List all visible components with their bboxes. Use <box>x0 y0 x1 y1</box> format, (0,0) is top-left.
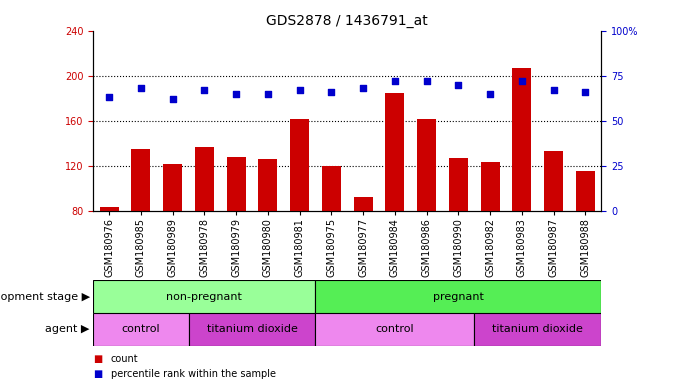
Point <box>421 78 432 84</box>
Bar <box>100 207 119 211</box>
Text: non-pregnant: non-pregnant <box>167 291 243 302</box>
Bar <box>227 157 245 211</box>
Point <box>263 91 274 97</box>
Bar <box>480 162 500 211</box>
Bar <box>576 170 595 211</box>
Point <box>231 91 242 97</box>
Point <box>167 96 178 103</box>
Point <box>580 89 591 95</box>
Bar <box>195 147 214 211</box>
Point <box>453 82 464 88</box>
Text: percentile rank within the sample: percentile rank within the sample <box>111 369 276 379</box>
Bar <box>316 280 601 313</box>
Point <box>548 87 559 93</box>
Point <box>104 94 115 101</box>
Bar <box>290 119 309 211</box>
Bar <box>544 151 563 211</box>
Bar <box>163 164 182 211</box>
Text: agent ▶: agent ▶ <box>46 324 90 334</box>
Point <box>516 78 527 84</box>
Bar <box>354 197 372 211</box>
Bar <box>448 158 468 211</box>
Point <box>357 85 368 91</box>
Bar <box>189 313 316 346</box>
Bar <box>417 119 436 211</box>
Point <box>135 85 146 91</box>
Text: pregnant: pregnant <box>433 291 484 302</box>
Bar <box>474 313 601 346</box>
Bar <box>131 149 151 211</box>
Text: titanium dioxide: titanium dioxide <box>207 324 297 334</box>
Text: control: control <box>122 324 160 334</box>
Title: GDS2878 / 1436791_at: GDS2878 / 1436791_at <box>266 14 428 28</box>
Point <box>326 89 337 95</box>
Bar <box>258 159 277 211</box>
Text: control: control <box>375 324 414 334</box>
Text: count: count <box>111 354 138 364</box>
Text: ■: ■ <box>93 354 102 364</box>
Point <box>199 87 210 93</box>
Bar <box>93 313 189 346</box>
Text: ■: ■ <box>93 369 102 379</box>
Point <box>294 87 305 93</box>
Bar <box>386 93 404 211</box>
Point <box>389 78 400 84</box>
Bar <box>322 166 341 211</box>
Text: titanium dioxide: titanium dioxide <box>492 324 583 334</box>
Text: development stage ▶: development stage ▶ <box>0 291 90 302</box>
Bar <box>512 68 531 211</box>
Bar <box>316 313 474 346</box>
Point <box>484 91 495 97</box>
Bar <box>93 280 316 313</box>
